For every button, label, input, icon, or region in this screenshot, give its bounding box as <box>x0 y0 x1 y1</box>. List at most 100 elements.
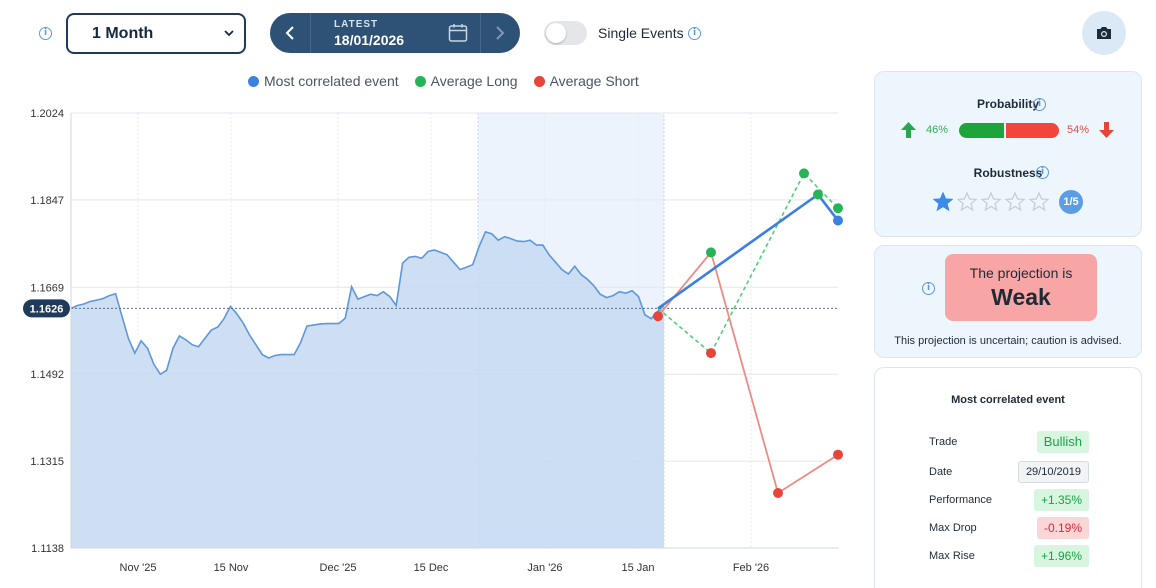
star-empty-icon <box>1005 192 1025 212</box>
y-tick-label: 1.1669 <box>30 282 64 294</box>
event-panel: Most correlated event Trade Bullish Date… <box>874 367 1142 588</box>
next-date-button[interactable] <box>480 13 520 53</box>
y-tick-label: 1.1138 <box>31 543 64 555</box>
toggle-knob <box>546 23 566 43</box>
nav-divider <box>310 13 311 53</box>
long-point <box>799 168 809 179</box>
probability-panel: Probability i 46% 54% Robustness i 1/5 <box>874 71 1142 237</box>
robustness-title: Robustness <box>973 166 1043 180</box>
legend-item-most-correlated[interactable]: Most correlated event <box>248 73 399 89</box>
legend-label: Average Short <box>549 73 639 89</box>
arrow-up-icon <box>901 122 916 138</box>
legend-label: Average Long <box>430 73 518 89</box>
event-row-max-rise: Max Rise +1.96% <box>929 545 1089 567</box>
star-filled-icon <box>933 192 953 212</box>
legend-dot-red <box>533 75 545 87</box>
chart-legend: Most correlated event Average Long Avera… <box>248 73 639 89</box>
projection-panel: i The projection is Weak This projection… <box>874 245 1142 358</box>
price-chart[interactable]: 1.2024 1.1847 1.1669 1.1492 1.1315 1.1138 Nov … <box>0 100 850 588</box>
x-tick-label: Nov '25 <box>120 562 157 574</box>
projection-caution-text: This projection is uncertain; caution is… <box>894 335 1122 347</box>
x-tick-label: 15 Nov <box>214 562 249 574</box>
short-point <box>773 488 783 499</box>
legend-label: Most correlated event <box>264 73 399 89</box>
camera-icon <box>1097 27 1111 39</box>
single-events-info-icon[interactable]: i <box>688 27 701 40</box>
calendar-icon[interactable] <box>448 23 468 43</box>
event-row-date: Date 29/10/2019 <box>929 461 1089 483</box>
legend-item-average-short[interactable]: Average Short <box>533 73 639 89</box>
period-info-icon[interactable]: i <box>39 27 52 40</box>
probability-bar: 46% 54% <box>875 121 1141 139</box>
event-label: Date <box>929 466 953 478</box>
y-tick-label: 1.2024 <box>30 108 64 120</box>
latest-date[interactable]: 18/01/2026 <box>334 32 405 48</box>
long-point <box>706 247 716 258</box>
previous-date-button[interactable] <box>270 13 310 53</box>
latest-label: LATEST <box>334 19 379 30</box>
single-events-label: Single Events <box>598 25 684 41</box>
star-empty-icon <box>981 192 1001 212</box>
x-tick-label: Dec '25 <box>320 562 357 574</box>
performance-value: +1.35% <box>1033 489 1089 511</box>
robustness-score-badge: 1/5 <box>1059 190 1083 214</box>
long-percentage: 46% <box>926 124 949 136</box>
chevron-left-icon <box>285 26 294 40</box>
screenshot-button[interactable] <box>1082 11 1126 55</box>
period-value: 1 Month <box>92 24 154 42</box>
legend-dot-blue <box>248 75 259 87</box>
chevron-right-icon <box>496 26 505 40</box>
event-date-value: 29/10/2019 <box>1017 461 1089 483</box>
arrow-down-icon <box>1099 122 1114 138</box>
long-point <box>813 189 823 200</box>
chevron-down-icon <box>224 30 234 37</box>
event-title: Most correlated event <box>951 394 1065 406</box>
nav-divider <box>480 13 481 53</box>
x-tick-label: Jan '26 <box>527 562 562 574</box>
short-end-point <box>833 449 843 460</box>
event-row-trade: Trade Bullish <box>929 431 1089 453</box>
max-drop-value: -0.19% <box>1036 517 1089 539</box>
event-row-performance: Performance +1.35% <box>929 489 1089 511</box>
current-value-label: 1.1626 <box>30 303 64 315</box>
y-tick-label: 1.1492 <box>30 369 64 381</box>
single-events-toggle[interactable] <box>544 21 587 45</box>
date-navigator: LATEST 18/01/2026 <box>270 13 520 53</box>
probability-info-icon[interactable]: i <box>1033 98 1046 111</box>
x-tick-label: Feb '26 <box>733 562 769 574</box>
legend-dot-green <box>414 75 426 87</box>
trade-badge: Bullish <box>1036 431 1089 453</box>
projection-info-icon[interactable]: i <box>922 282 935 295</box>
event-row-max-drop: Max Drop -0.19% <box>929 517 1089 539</box>
price-area <box>71 231 664 549</box>
probability-title: Probability <box>976 97 1039 111</box>
projection-strength-badge: The projection is Weak <box>945 254 1097 321</box>
y-tick-label: 1.1315 <box>30 456 64 468</box>
long-end-point <box>833 203 843 214</box>
max-rise-value: +1.96% <box>1033 545 1089 567</box>
average-short-line <box>657 250 839 495</box>
short-start-point <box>653 311 663 322</box>
event-label: Max Rise <box>929 550 975 562</box>
long-probability-bar <box>959 123 1004 138</box>
star-empty-icon <box>1029 192 1049 212</box>
x-tick-label: 15 Jan <box>621 562 654 574</box>
short-percentage: 54% <box>1067 124 1090 136</box>
most-correlated-line <box>657 192 840 310</box>
star-empty-icon <box>957 192 977 212</box>
y-tick-label: 1.1847 <box>30 195 64 207</box>
robustness-stars: 1/5 <box>933 190 1133 214</box>
short-point <box>706 348 716 359</box>
event-label: Performance <box>929 494 992 506</box>
x-tick-label: 15 Dec <box>414 562 449 574</box>
most-correlated-end-point <box>833 215 843 226</box>
event-label: Max Drop <box>929 522 977 534</box>
legend-item-average-long[interactable]: Average Long <box>414 73 518 89</box>
current-value-badge <box>23 299 70 318</box>
projection-pre-text: The projection is <box>969 265 1073 281</box>
period-select[interactable]: 1 Month <box>66 13 246 54</box>
robustness-info-icon[interactable]: i <box>1036 166 1049 179</box>
price-line <box>70 230 665 376</box>
projection-strength: Weak <box>991 284 1051 310</box>
short-probability-bar <box>1006 123 1059 138</box>
